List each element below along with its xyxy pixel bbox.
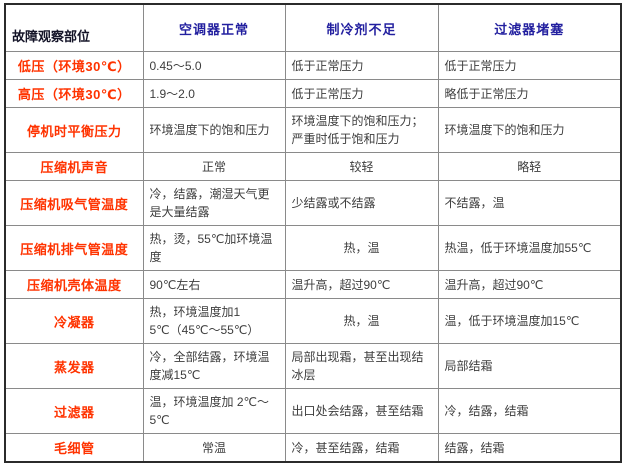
table-cell: 热，环境温度加15℃（45℃～55℃）: [142, 298, 286, 344]
table-row: 蒸发器 冷，全部结露，环境温度减15℃ 局部出现霜，甚至出现结冰层 局部结霜: [4, 343, 622, 389]
table-cell: 不结露，温: [437, 180, 622, 226]
table-cell: 冷，甚至结露，结霜: [284, 433, 439, 463]
table-row: 压缩机排气管温度 热，烫，55℃加环境温度 热，温 热温，低于环境温度加55℃: [4, 225, 622, 271]
table-cell: 低于正常压力: [284, 79, 439, 108]
table-cell: 冷，全部结露，环境温度减15℃: [142, 343, 286, 389]
table-cell: 少结露或不结露: [284, 180, 439, 226]
table-cell: 环境温度下的饱和压力；严重时低于饱和压力: [284, 107, 439, 153]
table-body: 低压（环境30℃） 0.45～5.0 低于正常压力 低于正常压力 高压（环境30℃） 1.…: [4, 51, 622, 463]
table-cell: 0.45～5.0: [142, 51, 286, 80]
column-header-normal: 空调器正常: [142, 3, 286, 52]
row-label: 压缩机壳体温度: [4, 270, 144, 299]
row-label: 低压（环境30℃）: [4, 51, 144, 80]
column-header-refrigerant-shortage: 制冷剂不足: [284, 3, 439, 52]
table-cell: 低于正常压力: [437, 51, 622, 80]
table-cell: 热温，低于环境温度加55℃: [437, 225, 622, 271]
table-row: 过滤器 温，环境温度加 2℃～5℃ 出口处会结露，甚至结霜 冷，结露，结霜: [4, 388, 622, 434]
table-cell: 温升高，超过90℃: [284, 270, 439, 299]
table-row: 压缩机吸气管温度 冷，结露，潮湿天气更是大量结露 少结露或不结露 不结露，温: [4, 180, 622, 226]
table-header-row: 故障观察部位 空调器正常 制冷剂不足 过滤器堵塞: [4, 3, 622, 52]
table-row: 冷凝器 热，环境温度加15℃（45℃～55℃） 热，温 温，低于环境温度加15℃: [4, 298, 622, 344]
row-label: 毛细管: [4, 433, 144, 463]
row-label: 冷凝器: [4, 298, 144, 344]
table-cell: 1.9～2.0: [142, 79, 286, 108]
table-cell: 局部结霜: [437, 343, 622, 389]
table-cell: 低于正常压力: [284, 51, 439, 80]
table-cell: 略低于正常压力: [437, 79, 622, 108]
table-cell: 冷，结露，潮湿天气更是大量结露: [142, 180, 286, 226]
table-row: 低压（环境30℃） 0.45～5.0 低于正常压力 低于正常压力: [4, 51, 622, 80]
table-row: 高压（环境30℃） 1.9～2.0 低于正常压力 略低于正常压力: [4, 79, 622, 108]
column-header-filter-blocked: 过滤器堵塞: [437, 3, 622, 52]
fault-diagnosis-table: 故障观察部位 空调器正常 制冷剂不足 过滤器堵塞 低压（环境30℃） 0.45～5…: [4, 3, 622, 463]
row-label: 压缩机声音: [4, 152, 144, 181]
row-label: 压缩机吸气管温度: [4, 180, 144, 226]
table-cell: 略轻: [437, 152, 622, 181]
row-label: 高压（环境30℃）: [4, 79, 144, 108]
table-cell: 温升高，超过90℃: [437, 270, 622, 299]
table-cell: 90℃左右: [142, 270, 286, 299]
table-row: 毛细管 常温 冷，甚至结露，结霜 结露，结霜: [4, 433, 622, 463]
table-cell: 较轻: [284, 152, 439, 181]
row-label: 停机时平衡压力: [4, 107, 144, 153]
table-row: 压缩机壳体温度 90℃左右 温升高，超过90℃ 温升高，超过90℃: [4, 270, 622, 299]
table-cell: 出口处会结露，甚至结霜: [284, 388, 439, 434]
table-cell: 正常: [142, 152, 286, 181]
table-cell: 环境温度下的饱和压力: [437, 107, 622, 153]
table-cell: 热，烫，55℃加环境温度: [142, 225, 286, 271]
table-cell: 热，温: [284, 298, 439, 344]
table-cell: 冷，结露，结霜: [437, 388, 622, 434]
table-cell: 温，低于环境温度加15℃: [437, 298, 622, 344]
table-cell: 环境温度下的饱和压力: [142, 107, 286, 153]
table-cell: 常温: [142, 433, 286, 463]
table-row: 停机时平衡压力 环境温度下的饱和压力 环境温度下的饱和压力；严重时低于饱和压力 环境温…: [4, 107, 622, 153]
table-cell: 温，环境温度加 2℃～5℃: [142, 388, 286, 434]
row-label: 蒸发器: [4, 343, 144, 389]
table-cell: 局部出现霜，甚至出现结冰层: [284, 343, 439, 389]
corner-header-cell: 故障观察部位: [4, 3, 144, 52]
row-label: 过滤器: [4, 388, 144, 434]
table-cell: 结露，结霜: [437, 433, 622, 463]
table-row: 压缩机声音 正常 较轻 略轻: [4, 152, 622, 181]
table-cell: 热，温: [284, 225, 439, 271]
row-label: 压缩机排气管温度: [4, 225, 144, 271]
